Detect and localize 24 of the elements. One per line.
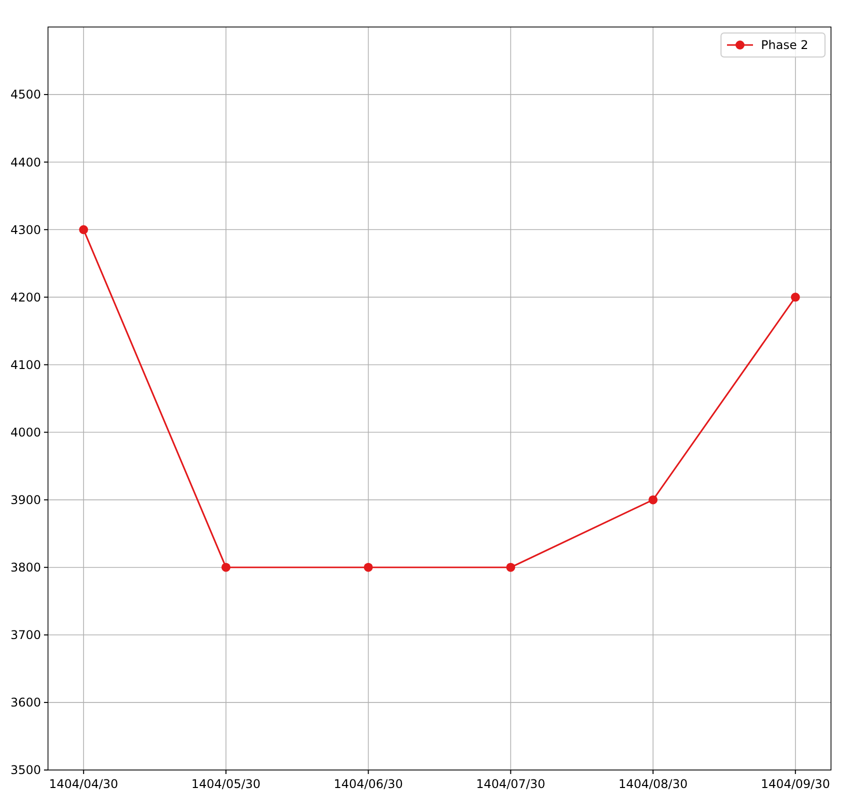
y-tick-label: 3600: [10, 696, 41, 710]
y-tick-label: 4300: [10, 222, 41, 237]
y-tick-label: 4500: [10, 88, 41, 102]
y-tick-label: 4400: [10, 155, 41, 170]
x-tick-label: 1404/09/30: [760, 777, 830, 791]
legend-label: Phase 2: [761, 38, 808, 52]
y-tick-label: 3900: [10, 493, 41, 508]
point: [790, 292, 800, 302]
x-tick-label: 1404/04/30: [49, 777, 118, 791]
x-tick-label: 1404/06/30: [334, 777, 403, 791]
x-tick-label: 1404/08/30: [618, 777, 688, 791]
y-tick-label: 3700: [10, 628, 41, 642]
y-tick-label: 3800: [10, 560, 41, 575]
x-tick-label: 1404/05/30: [191, 777, 261, 791]
y-tick-label: 3500: [10, 763, 41, 778]
point: [79, 225, 88, 234]
point: [221, 562, 230, 572]
y-tick-label: 4200: [10, 290, 41, 304]
y-tick-label: 4100: [10, 358, 41, 372]
point: [364, 562, 373, 572]
point: [506, 562, 516, 572]
x-tick-label: 1404/07/30: [476, 777, 546, 791]
y-tick-label: 4000: [10, 425, 41, 440]
point: [648, 495, 658, 504]
